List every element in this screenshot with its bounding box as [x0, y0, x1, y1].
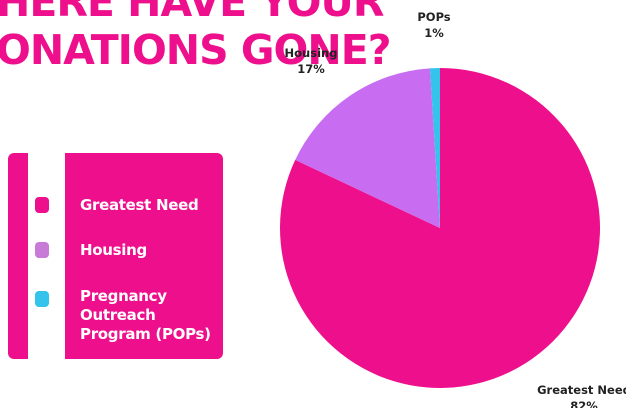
slice-label-pops: POPs 1% [417, 10, 450, 40]
page-title: HERE HAVE YOUR ONATIONS GONE? [0, 0, 392, 74]
title-line-2: ONATIONS GONE? [0, 26, 392, 74]
legend-swatch-greatest-need [35, 197, 49, 213]
pie-slice-housing [295, 68, 440, 228]
pie-slice-pops [429, 68, 440, 228]
slice-label-greatest-need: Greatest Need 82% [537, 383, 626, 408]
slice-label-housing: Housing 17% [285, 46, 338, 76]
legend-label-greatest-need: Greatest Need [80, 196, 199, 214]
legend-swatch-pops [35, 291, 49, 307]
legend-label-housing: Housing [80, 241, 147, 259]
legend: Greatest Need Housing Pregnancy Outreach… [8, 153, 223, 359]
legend-label-pops: Pregnancy Outreach Program (POPs) [80, 287, 211, 343]
legend-swatch-housing [35, 242, 49, 258]
title-line-1: HERE HAVE YOUR [0, 0, 384, 26]
pie-slice-greatest-need [280, 68, 601, 388]
